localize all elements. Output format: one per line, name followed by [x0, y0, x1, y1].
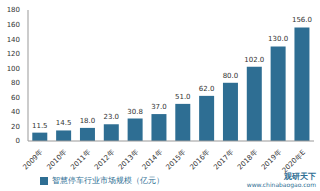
html-text:智慧停车行业市场规模（亿元）: 智慧停车行业市场规模（亿元） — [52, 176, 164, 185]
svg-text:20: 20 — [11, 123, 20, 131]
svg-text:2015年: 2015年 — [165, 148, 188, 171]
svg-text:2009年: 2009年 — [22, 148, 45, 171]
svg-text:2019年: 2019年 — [260, 148, 283, 171]
svg-text:80.0: 80.0 — [223, 72, 239, 80]
svg-text:140: 140 — [8, 36, 20, 44]
svg-text:18.0: 18.0 — [80, 117, 96, 125]
svg-text:60: 60 — [11, 94, 20, 102]
svg-text:2020年E: 2020年E — [281, 148, 307, 174]
svg-text:102.0: 102.0 — [244, 56, 264, 64]
svg-text:100: 100 — [8, 65, 20, 73]
svg-text:11.5: 11.5 — [32, 122, 48, 130]
svg-text:2010年: 2010年 — [45, 148, 68, 171]
svg-text:160: 160 — [8, 21, 20, 29]
svg-text:2017年: 2017年 — [212, 148, 235, 171]
svg-text:0: 0 — [16, 137, 20, 145]
svg-text:40: 40 — [11, 108, 20, 116]
svg-text:62.0: 62.0 — [199, 85, 215, 93]
svg-text:2014年: 2014年 — [141, 148, 164, 171]
svg-text:51.0: 51.0 — [175, 93, 191, 101]
svg-text:30.8: 30.8 — [127, 108, 143, 116]
svg-text:156.0: 156.0 — [292, 16, 312, 24]
svg-text:14.5: 14.5 — [56, 119, 72, 127]
html-text:观研天下: 观研天下 — [284, 172, 316, 181]
svg-text:23.0: 23.0 — [103, 113, 119, 121]
svg-text:80: 80 — [11, 79, 20, 87]
svg-text:130.0: 130.0 — [268, 35, 288, 43]
svg-text:180: 180 — [8, 6, 20, 14]
html-text:www.chinabaogao.com: www.chinabaogao.com — [246, 181, 316, 188]
svg-text:2013年: 2013年 — [117, 148, 140, 171]
svg-text:2018年: 2018年 — [236, 148, 259, 171]
svg-text:120: 120 — [8, 50, 20, 58]
svg-text:2011年: 2011年 — [69, 148, 92, 171]
svg-text:37.0: 37.0 — [151, 103, 167, 111]
svg-text:2016年: 2016年 — [188, 148, 211, 171]
svg-text:2012年: 2012年 — [93, 148, 116, 171]
